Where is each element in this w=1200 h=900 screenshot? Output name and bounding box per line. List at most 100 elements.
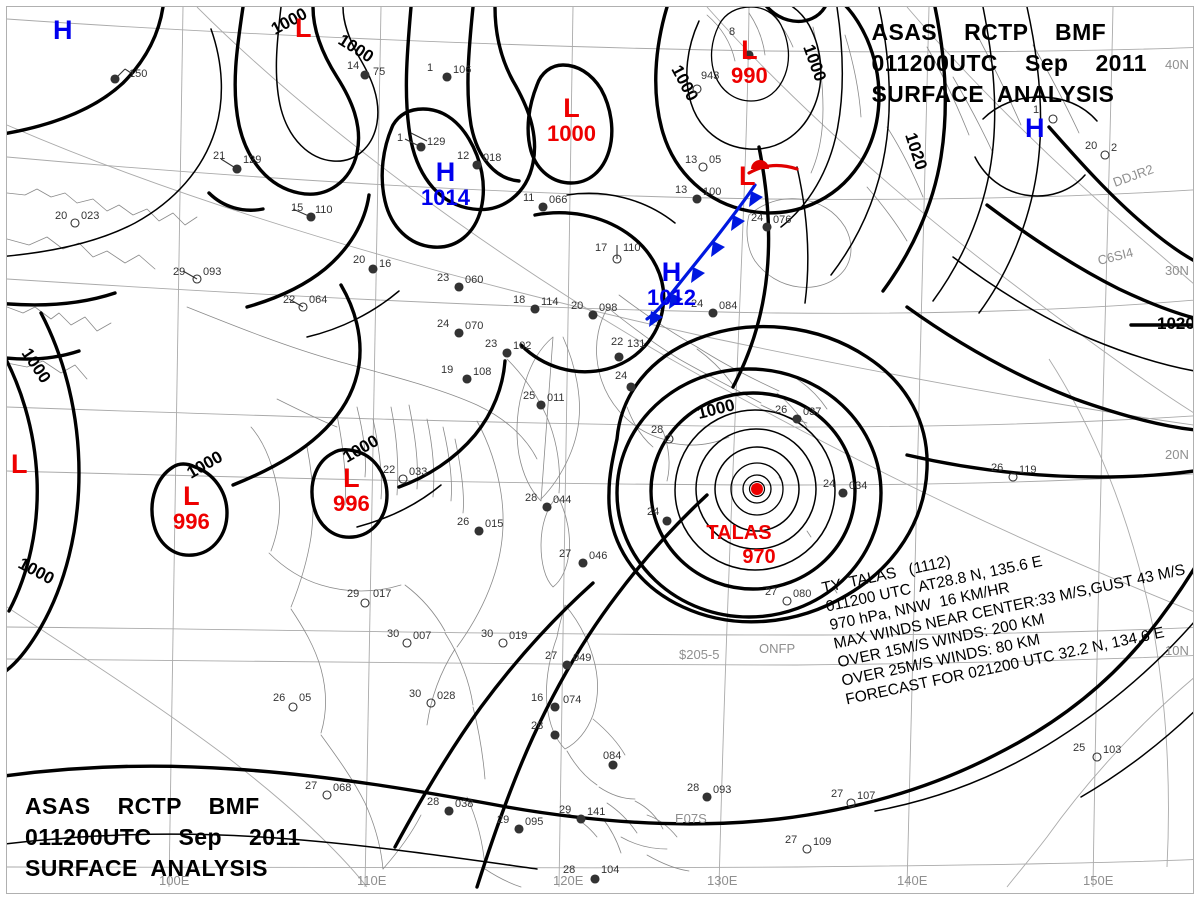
svg-text:27: 27: [545, 650, 557, 662]
pressure-center-low: L: [11, 451, 28, 478]
svg-text:110: 110: [623, 242, 641, 254]
svg-text:106: 106: [453, 64, 471, 76]
station-plot: 25 103: [1073, 742, 1121, 762]
station-plot: 21 129: [213, 150, 261, 174]
station-plot: 24: [647, 506, 672, 526]
station-plot: 23 102: [485, 338, 531, 358]
svg-text:119: 119: [1019, 464, 1037, 476]
svg-text:068: 068: [333, 782, 351, 794]
svg-text:129: 129: [243, 154, 261, 166]
warm-front-line: [747, 163, 799, 175]
svg-text:13: 13: [685, 154, 697, 166]
svg-text:24: 24: [437, 318, 449, 330]
svg-text:27: 27: [765, 586, 777, 598]
station-plot: 24 084: [691, 298, 737, 318]
pressure-center-high: H 1012: [647, 259, 696, 309]
svg-text:18: 18: [513, 294, 525, 306]
header-bottom-line-2: 011200UTC Sep 2011: [25, 824, 301, 850]
pressure-center-low: L 1000: [547, 95, 596, 145]
station-plot: 24 070: [437, 318, 483, 338]
station-plot: 24 034: [823, 478, 867, 498]
pressure-center-value: 1014: [421, 185, 470, 210]
svg-text:28: 28: [427, 796, 439, 808]
station-plot: 27 049: [545, 650, 591, 670]
svg-text:28: 28: [531, 720, 543, 732]
station-plot: 30 019: [481, 628, 527, 648]
station-plot: 25 011: [523, 390, 565, 410]
svg-text:046: 046: [589, 550, 607, 562]
pressure-center-value: 1000: [547, 121, 596, 146]
svg-text:20: 20: [55, 210, 67, 222]
svg-text:093: 093: [203, 266, 221, 278]
station-plot: 29 095: [497, 814, 543, 834]
svg-text:038: 038: [455, 798, 473, 810]
svg-text:103: 103: [1103, 744, 1121, 756]
svg-text:30: 30: [481, 628, 493, 640]
station-plot: 27 109: [785, 834, 831, 854]
station-plot: 8: [729, 26, 754, 60]
pressure-center-value: 1012: [647, 285, 696, 310]
svg-text:22: 22: [283, 294, 295, 306]
svg-text:26: 26: [991, 462, 1003, 474]
station-plot: 24: [615, 370, 636, 392]
svg-text:033: 033: [409, 466, 427, 478]
typhoon-name-block: TALAS 970: [706, 522, 775, 568]
svg-text:27: 27: [559, 548, 571, 560]
station-plot: 20 2: [1085, 140, 1117, 160]
station-plot: 1 129: [397, 132, 445, 152]
station-plot: 20 16: [353, 254, 391, 274]
svg-text:064: 064: [309, 294, 327, 306]
svg-text:28: 28: [563, 864, 575, 876]
svg-text:017: 017: [373, 588, 391, 600]
lon-tick: 140E: [897, 873, 928, 888]
header-top: ASAS RCTP BMF 011200UTC Sep 2011 SURFACE…: [871, 17, 1147, 110]
lon-tick: 100E: [159, 873, 190, 888]
svg-text:037: 037: [803, 406, 821, 418]
svg-text:29: 29: [497, 814, 509, 826]
isobar-label: 1000: [799, 42, 830, 84]
pressure-center-letter: L: [11, 449, 28, 479]
station-plot: 23 060: [437, 272, 483, 292]
header-bottom-line-3: SURFACE ANALYSIS: [25, 855, 268, 881]
header-top-line-2: 011200UTC Sep 2011: [871, 50, 1147, 76]
typhoon-name-label: TALAS: [706, 522, 771, 544]
misc-map-text: DDJR2 C6SI4 $205-5 ONFP E07S: [675, 161, 1155, 826]
typhoon-pressure-label: 970: [742, 546, 775, 568]
pressure-center-low: L: [295, 15, 312, 42]
svg-text:098: 098: [599, 302, 617, 314]
svg-text:150: 150: [129, 68, 147, 80]
station-plot: 13 100: [675, 184, 721, 204]
svg-text:17: 17: [595, 242, 607, 254]
pressure-center-letter: L: [295, 13, 312, 43]
svg-text:26: 26: [775, 404, 787, 416]
svg-text:107: 107: [857, 790, 875, 802]
station-plot: 27 046: [559, 548, 607, 568]
lon-tick: 110E: [357, 873, 387, 888]
pressure-center-low: L 996: [333, 465, 370, 515]
pressure-center-value: 996: [333, 491, 370, 516]
svg-text:26: 26: [273, 692, 285, 704]
isobar-label: 1000: [18, 345, 55, 387]
svg-text:1: 1: [1033, 104, 1039, 116]
svg-text:034: 034: [849, 480, 867, 492]
svg-text:12: 12: [457, 150, 469, 162]
pressure-center-letter: L: [741, 35, 758, 65]
svg-text:23: 23: [485, 338, 497, 350]
station-plot: 18 114: [513, 294, 559, 314]
svg-text:060: 060: [465, 274, 483, 286]
svg-text:24: 24: [647, 506, 659, 518]
svg-text:20: 20: [353, 254, 365, 266]
svg-text:24: 24: [615, 370, 627, 382]
isobars: [7, 7, 1193, 889]
svg-text:100: 100: [703, 186, 721, 198]
pressure-center-letter: L: [183, 481, 200, 511]
station-plot: 1: [1033, 104, 1058, 124]
station-plot: 27 068: [305, 780, 351, 800]
svg-text:28: 28: [525, 492, 537, 504]
pressure-center-letter: L: [563, 93, 580, 123]
station-plot: 29 017: [347, 588, 391, 608]
lat-tick: 30N: [1165, 263, 1189, 278]
svg-text:28: 28: [651, 424, 663, 436]
station-plot: 26 015: [457, 516, 503, 536]
svg-text:27: 27: [305, 780, 317, 792]
